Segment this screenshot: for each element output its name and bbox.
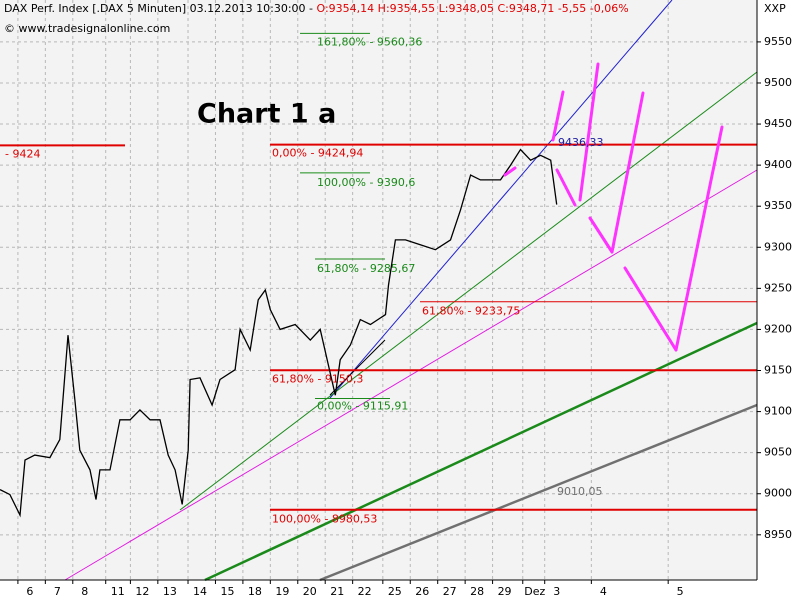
- header-instrument: DAX Perf. Index [.DAX 5 Minuten] 03.12.2…: [4, 2, 317, 15]
- level-label: - 9424: [5, 147, 40, 160]
- x-tick-label: 28: [470, 585, 484, 598]
- x-tick-label: 7: [54, 585, 61, 598]
- y-tick-label: 9150: [764, 364, 792, 377]
- y-tick-label: 9450: [764, 117, 792, 130]
- price-line: [0, 148, 558, 518]
- stroke: [623, 266, 678, 352]
- x-tick-label: 27: [443, 585, 457, 598]
- x-tick-label: 22: [358, 585, 372, 598]
- header: DAX Perf. Index [.DAX 5 Minuten] 03.12.2…: [4, 2, 629, 15]
- x-tick-label: 4: [600, 585, 607, 598]
- trend-label: 9010,05: [557, 485, 603, 498]
- x-tick-label: 20: [303, 585, 317, 598]
- y-tick-label: 9200: [764, 322, 792, 335]
- y-tick-label: 9250: [764, 281, 792, 294]
- axes: 8950 9000 9050 9100 9150 9200 9250 9300 9350 9400…: [17, 35, 792, 598]
- x-tick-label: 11: [111, 585, 125, 598]
- x-tick-label: 13: [163, 585, 177, 598]
- y-tick-label: 9550: [764, 35, 792, 48]
- level-label: 61,80% - 9150,3: [272, 372, 363, 385]
- stroke: [555, 168, 577, 207]
- trend-line: [329, 339, 386, 396]
- trend-line: [204, 321, 758, 582]
- trend-line: [64, 169, 758, 581]
- y-tick-label: 9000: [764, 487, 792, 500]
- grid: [0, 0, 757, 580]
- x-tick-label: 6: [26, 585, 33, 598]
- chart-title: Chart 1 a: [197, 99, 336, 130]
- y-tick-label: 9400: [764, 158, 792, 171]
- x-tick-label: 3: [553, 585, 560, 598]
- x-tick-label: 12: [135, 585, 149, 598]
- level-label: 161,80% - 9560,36: [317, 35, 422, 48]
- stroke: [674, 125, 724, 352]
- x-tick-label: 5: [677, 585, 684, 598]
- stroke: [551, 90, 565, 142]
- level-label: 0,00% - 9424,94: [272, 147, 363, 160]
- level-label: 0,00% - 9115,91: [317, 400, 408, 413]
- level-label: 100,00% - 8980,53: [272, 513, 377, 526]
- level-label: 100,00% - 9390,6: [317, 176, 415, 189]
- y-tick-label: 9300: [764, 240, 792, 253]
- stroke: [588, 216, 614, 254]
- x-tick-label: 15: [220, 585, 234, 598]
- price: [0, 148, 558, 518]
- x-tick-label: 26: [415, 585, 429, 598]
- stroke: [578, 62, 600, 202]
- y-tick-label: 9500: [764, 76, 792, 89]
- trend-label: 9436,33: [558, 136, 604, 149]
- x-tick-label: 14: [193, 585, 207, 598]
- y-tick-label: 9100: [764, 405, 792, 418]
- plot-area: [0, 0, 757, 580]
- x-tick-label: 21: [330, 585, 344, 598]
- corner-label: XXP: [764, 2, 786, 15]
- trend-line: [319, 403, 758, 582]
- x-tick-label: 18: [248, 585, 262, 598]
- x-tick-label: 8: [81, 585, 88, 598]
- y-tick-label: 9350: [764, 199, 792, 212]
- y-tick-label: 8950: [764, 528, 792, 541]
- levels: - 9424 0,00% - 9424,94 61,80% - 9233,75 61,…: [0, 32, 757, 526]
- trend-line: [329, 0, 673, 399]
- x-tick-label: Dez: [524, 585, 545, 598]
- x-tick-label: 29: [498, 585, 512, 598]
- x-tick-label: 19: [275, 585, 289, 598]
- y-tick-label: 9050: [764, 446, 792, 459]
- level-label: 61,80% - 9285,67: [317, 262, 415, 275]
- header-quote: O:9354,14 H:9354,55 L:9348,05 C:9348,71 …: [317, 2, 629, 15]
- stroke: [610, 91, 645, 254]
- stroke: [503, 166, 517, 177]
- copyright: © www.tradesignalonline.com: [4, 22, 170, 35]
- x-tick-label: 25: [388, 585, 402, 598]
- forecast-strokes: [503, 62, 724, 352]
- level-label: 61,80% - 9233,75: [422, 305, 520, 318]
